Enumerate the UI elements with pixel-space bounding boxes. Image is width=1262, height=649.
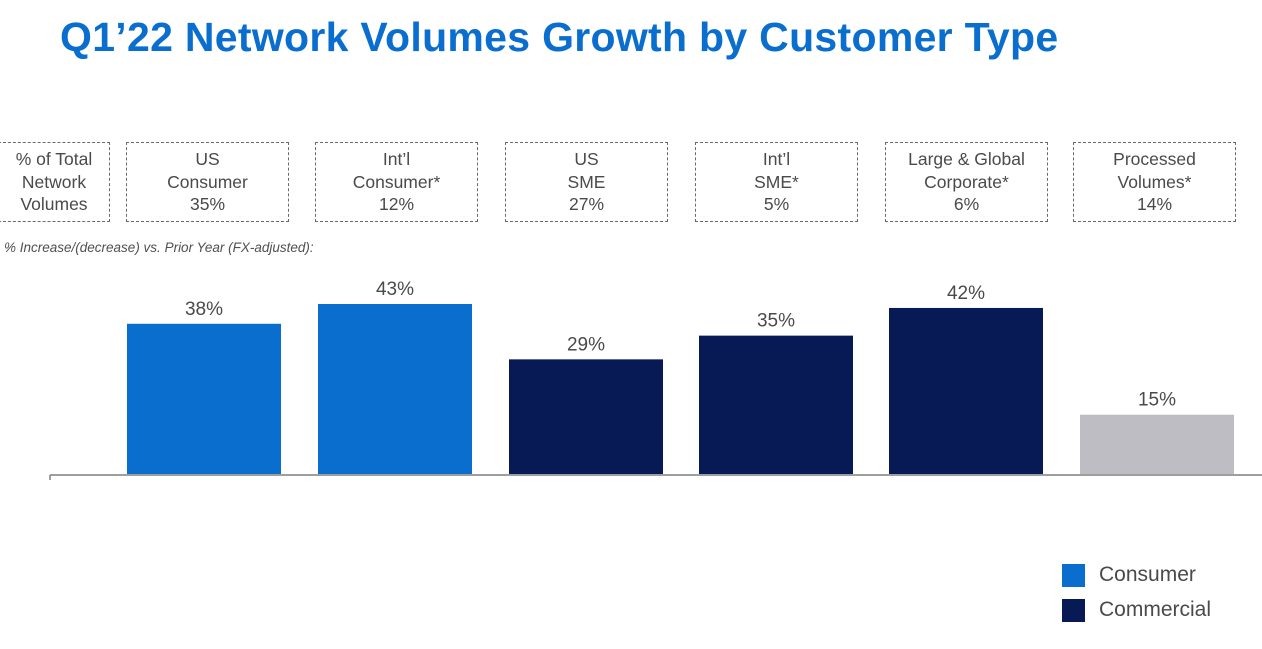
segment-box-intl-consumer: Int’l Consumer* 12% bbox=[315, 142, 478, 222]
segment-share: 5% bbox=[763, 194, 790, 215]
segment-name-line: Consumer* bbox=[352, 171, 441, 192]
segment-share: 14% bbox=[1136, 194, 1173, 215]
bar-2 bbox=[318, 304, 472, 474]
segment-name-line: Int’l bbox=[382, 149, 411, 170]
segment-name-line: Volumes* bbox=[1117, 171, 1192, 192]
bar-value-label: 38% bbox=[185, 299, 223, 320]
bar-value-label: 43% bbox=[376, 279, 414, 300]
header-box-line: % of Total bbox=[15, 149, 93, 170]
bar-value-label: 15% bbox=[1138, 390, 1176, 411]
header-box-percent-of-total: % of Total Network Volumes bbox=[0, 142, 110, 222]
segment-box-us-sme: US SME 27% bbox=[505, 142, 668, 222]
segment-box-processed-volumes: Processed Volumes* 14% bbox=[1073, 142, 1236, 222]
header-box-line: Volumes bbox=[20, 194, 88, 215]
segment-name-line: US bbox=[195, 149, 220, 170]
legend-item-consumer: Consumer bbox=[1062, 563, 1196, 587]
segment-box-us-consumer: US Consumer 35% bbox=[126, 142, 289, 222]
growth-subtitle: % Increase/(decrease) vs. Prior Year (FX… bbox=[4, 240, 314, 255]
segment-name-line: Processed bbox=[1113, 149, 1196, 170]
legend-item-commercial: Commercial bbox=[1062, 598, 1211, 622]
bar-value-label: 42% bbox=[947, 283, 985, 304]
bar-value-label: 35% bbox=[757, 311, 795, 332]
legend-label-commercial: Commercial bbox=[1099, 598, 1212, 621]
legend-swatch-consumer bbox=[1062, 563, 1085, 587]
header-box-line: Network bbox=[21, 171, 87, 192]
bar-1 bbox=[127, 323, 281, 474]
segment-box-large-global-corporate: Large & Global Corporate* 6% bbox=[885, 142, 1048, 222]
legend-label-consumer: Consumer bbox=[1099, 563, 1196, 586]
legend-swatch-commercial bbox=[1062, 598, 1085, 622]
segment-name-line: Consumer bbox=[167, 171, 248, 192]
segment-name-line: US bbox=[574, 149, 599, 170]
segment-name-line: Large & Global bbox=[908, 149, 1025, 170]
bar-3 bbox=[509, 359, 663, 474]
segment-share: 6% bbox=[953, 194, 980, 215]
bar-4 bbox=[699, 335, 853, 474]
segment-share: 35% bbox=[189, 194, 226, 215]
segment-name-line: Int’l bbox=[762, 149, 791, 170]
segment-name-line: SME bbox=[567, 171, 606, 192]
segment-share: 27% bbox=[568, 194, 605, 215]
page-title: Q1’22 Network Volumes Growth by Customer… bbox=[60, 14, 1059, 60]
segment-name-line: SME* bbox=[754, 171, 799, 192]
segment-share: 12% bbox=[378, 194, 415, 215]
bar-value-label: 29% bbox=[567, 334, 605, 355]
bar-5 bbox=[889, 307, 1043, 474]
segment-box-intl-sme: Int’l SME* 5% bbox=[695, 142, 858, 222]
segment-name-line: Corporate* bbox=[924, 171, 1009, 192]
bar-6 bbox=[1080, 414, 1234, 474]
